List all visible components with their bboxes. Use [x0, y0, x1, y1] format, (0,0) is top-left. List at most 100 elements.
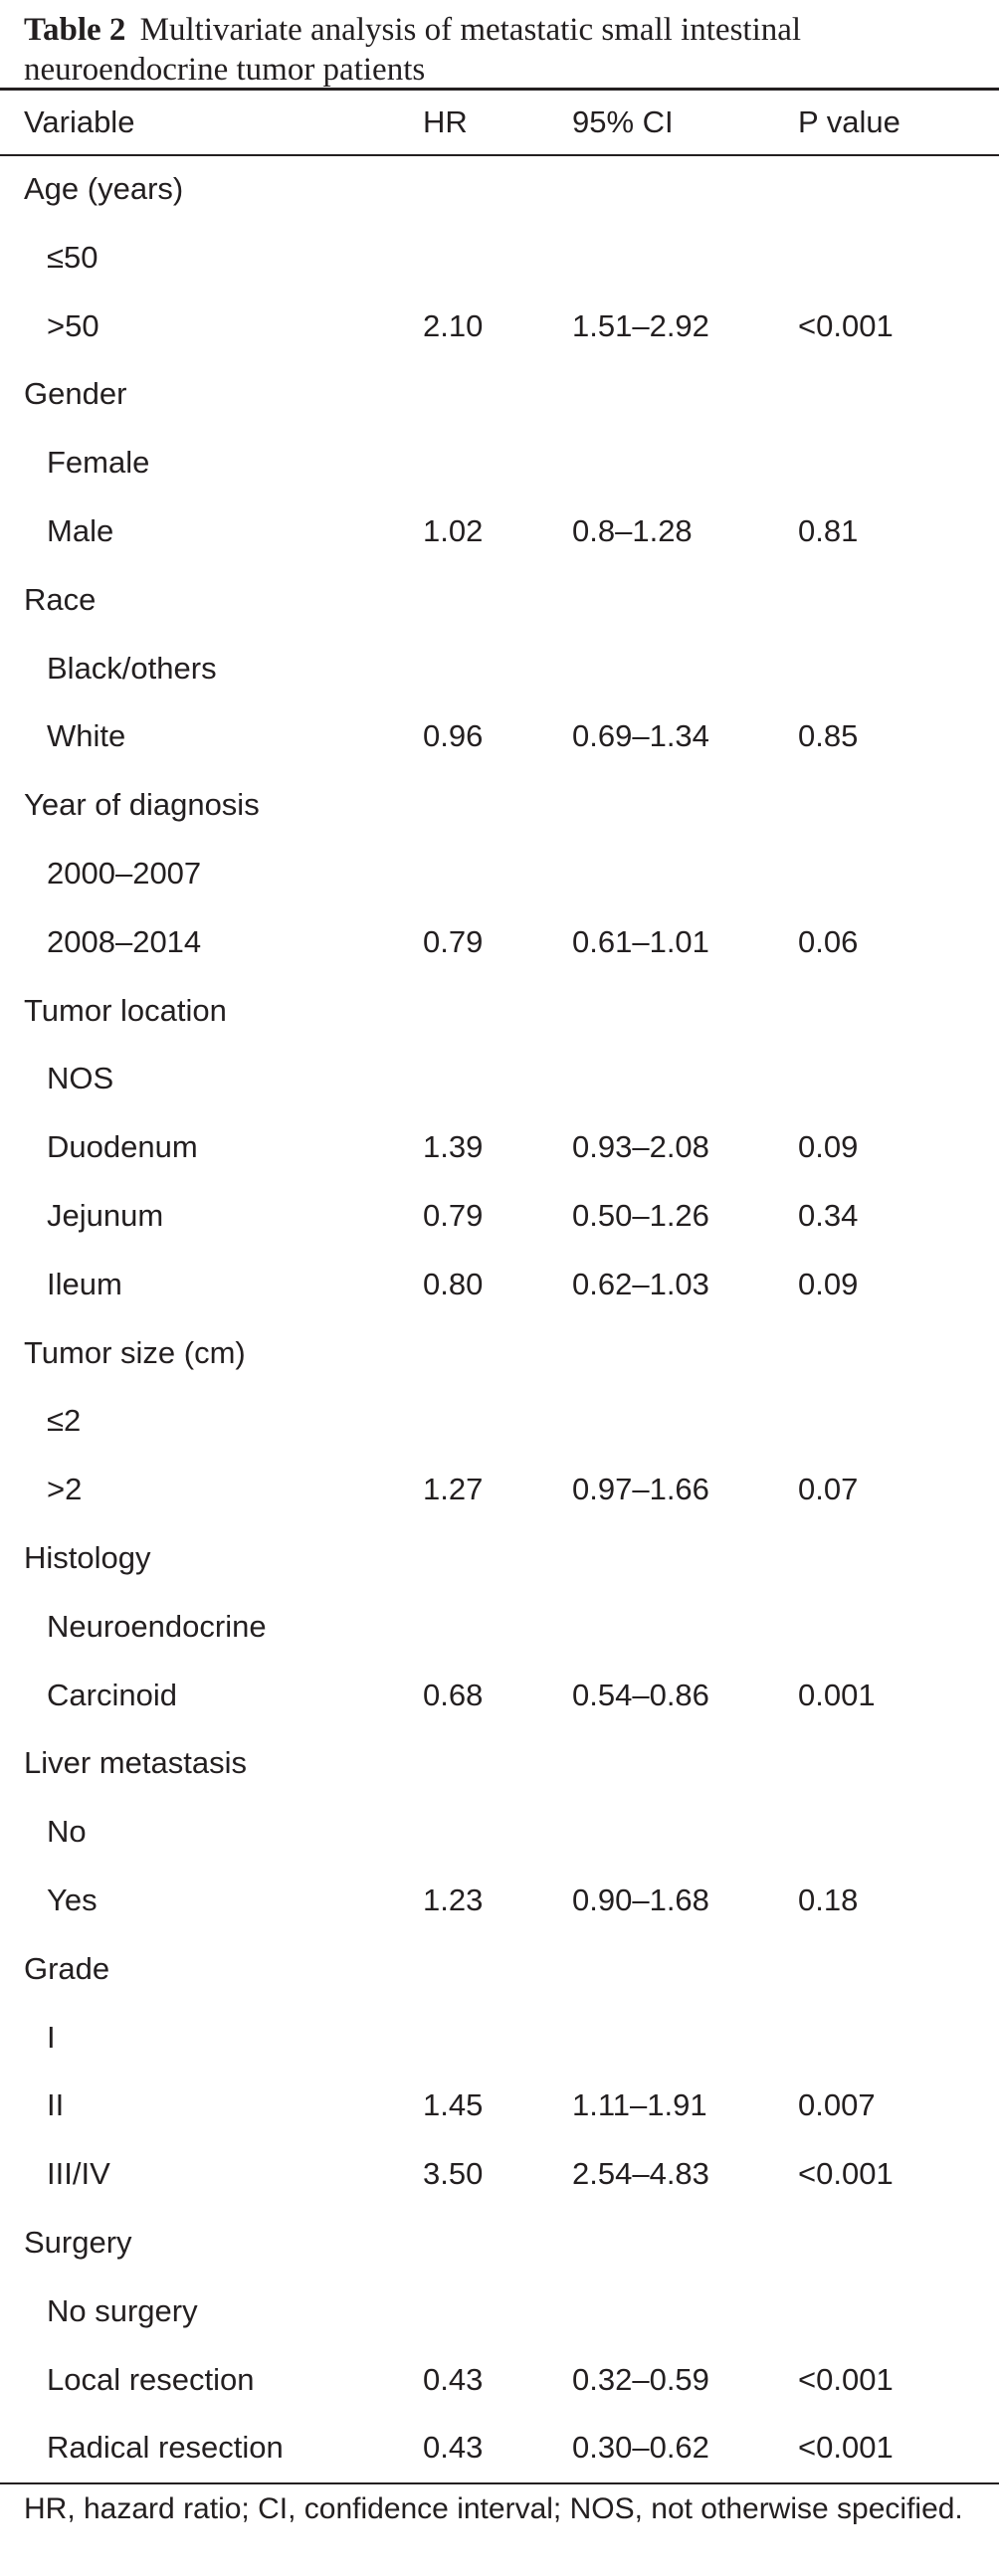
- table-row: White 0.96 0.69–1.34 0.85: [0, 702, 999, 771]
- table-row: Race: [0, 566, 999, 635]
- cell-ci: 0.62–1.03: [572, 1266, 709, 1301]
- cell-p-value: <0.001: [798, 2156, 894, 2192]
- cell-p-value: 0.09: [798, 1266, 859, 1301]
- cell-p-value: 0.06: [798, 923, 859, 959]
- cell-variable: Black/others: [47, 650, 217, 686]
- cell-p-value: 0.18: [798, 1882, 859, 1917]
- table-row: Black/others: [0, 635, 999, 703]
- cell-p-value: 0.85: [798, 718, 859, 754]
- cell-variable: Male: [47, 512, 114, 548]
- table-row: III/IV 3.50 2.54–4.83 <0.001: [0, 2140, 999, 2209]
- cell-p-value: 0.007: [798, 2087, 876, 2123]
- cell-variable: NOS: [47, 1061, 114, 1096]
- table-row: Duodenum 1.39 0.93–2.08 0.09: [0, 1113, 999, 1182]
- cell-hr: 0.96: [423, 718, 484, 754]
- table-row: Gender: [0, 360, 999, 429]
- cell-hr: 0.43: [423, 2361, 484, 2397]
- table-row: Jejunum 0.79 0.50–1.26 0.34: [0, 1182, 999, 1251]
- table-bottom-rule: [0, 2482, 999, 2484]
- cell-ci: 0.97–1.66: [572, 1472, 709, 1507]
- cell-variable: >2: [47, 1472, 83, 1507]
- cell-hr: 0.79: [423, 923, 484, 959]
- cell-variable: II: [47, 2087, 65, 2123]
- cell-p-value: <0.001: [798, 2430, 894, 2466]
- cell-ci: 0.93–2.08: [572, 1129, 709, 1165]
- cell-hr: 0.79: [423, 1197, 484, 1233]
- cell-variable: Yes: [47, 1882, 98, 1917]
- cell-hr: 0.68: [423, 1677, 484, 1712]
- cell-p-value: 0.07: [798, 1472, 859, 1507]
- cell-variable: 2000–2007: [47, 855, 202, 891]
- table-body: Age (years) ≤50 >50 2.10 1.51–2.92 <0.001 Gend…: [0, 155, 999, 2482]
- table-row: Local resection 0.43 0.32–0.59 <0.001: [0, 2346, 999, 2415]
- table-row: Liver metastasis: [0, 1729, 999, 1798]
- cell-hr: 3.50: [423, 2156, 484, 2192]
- cell-ci: 1.11–1.91: [572, 2087, 707, 2123]
- cell-variable: Gender: [24, 376, 127, 412]
- cell-hr: 0.80: [423, 1266, 484, 1301]
- table-row: Yes 1.23 0.90–1.68 0.18: [0, 1867, 999, 1935]
- table-row: Carcinoid 0.68 0.54–0.86 0.001: [0, 1662, 999, 1730]
- cell-variable: Radical resection: [47, 2430, 284, 2466]
- table-row: Ileum 0.80 0.62–1.03 0.09: [0, 1251, 999, 1319]
- cell-variable: III/IV: [47, 2156, 110, 2192]
- cell-variable: Year of diagnosis: [24, 787, 260, 823]
- table-row: No surgery: [0, 2278, 999, 2346]
- header-p-value: P value: [798, 104, 900, 139]
- cell-hr: 1.02: [423, 512, 484, 548]
- cell-variable: ≤2: [47, 1403, 82, 1439]
- table-row: Year of diagnosis: [0, 771, 999, 840]
- cell-variable: Tumor size (cm): [24, 1334, 246, 1370]
- header-hr: HR: [423, 104, 468, 139]
- cell-hr: 1.27: [423, 1472, 484, 1507]
- cell-variable: Age (years): [24, 171, 184, 206]
- table-row: II 1.45 1.11–1.91 0.007: [0, 2072, 999, 2140]
- cell-hr: 1.23: [423, 1882, 484, 1917]
- cell-variable: Tumor location: [24, 992, 227, 1028]
- cell-ci: 1.51–2.92: [572, 307, 709, 343]
- table-row: ≤50: [0, 224, 999, 293]
- cell-variable: No surgery: [47, 2292, 198, 2328]
- table-row: I: [0, 2004, 999, 2073]
- table-header-row: Variable HR 95% CI P value: [0, 89, 999, 156]
- cell-variable: Jejunum: [47, 1197, 164, 1233]
- table-row: Tumor size (cm): [0, 1319, 999, 1388]
- cell-p-value: 0.09: [798, 1129, 859, 1165]
- cell-ci: 0.8–1.28: [572, 512, 693, 548]
- table-row: Grade: [0, 1935, 999, 2004]
- cell-variable: Female: [47, 445, 150, 481]
- header-ci: 95% CI: [572, 104, 674, 139]
- cell-ci: 0.61–1.01: [572, 923, 709, 959]
- table-row: >2 1.27 0.97–1.66 0.07: [0, 1456, 999, 1524]
- table-row: ≤2: [0, 1387, 999, 1456]
- cell-p-value: 0.001: [798, 1677, 876, 1712]
- cell-variable: Neuroendocrine: [47, 1608, 267, 1644]
- table-row: NOS: [0, 1045, 999, 1113]
- table-row: Radical resection 0.43 0.30–0.62 <0.001: [0, 2414, 999, 2482]
- table-row: 2000–2007: [0, 840, 999, 908]
- cell-variable: Ileum: [47, 1266, 122, 1301]
- cell-ci: 0.90–1.68: [572, 1882, 709, 1917]
- cell-variable: I: [47, 2019, 56, 2055]
- table-caption-text: Multivariate analysis of metastatic smal…: [24, 12, 802, 88]
- cell-hr: 0.43: [423, 2430, 484, 2466]
- cell-ci: 0.54–0.86: [572, 1677, 709, 1712]
- table-row: Male 1.02 0.8–1.28 0.81: [0, 497, 999, 566]
- cell-hr: 1.39: [423, 1129, 484, 1165]
- table-row: Surgery: [0, 2209, 999, 2278]
- header-variable: Variable: [24, 104, 135, 139]
- cell-ci: 2.54–4.83: [572, 2156, 709, 2192]
- table-row: 2008–2014 0.79 0.61–1.01 0.06: [0, 908, 999, 977]
- table-caption-label: Table 2: [24, 12, 126, 48]
- header-top-rule: [0, 88, 999, 91]
- cell-variable: >50: [47, 307, 100, 343]
- table-row: Tumor location: [0, 977, 999, 1046]
- cell-variable: White: [47, 718, 126, 754]
- cell-hr: 1.45: [423, 2087, 484, 2123]
- table-caption: Table 2 Multivariate analysis of metasta…: [24, 10, 979, 90]
- cell-variable: Duodenum: [47, 1129, 198, 1165]
- table-row: No: [0, 1798, 999, 1867]
- cell-hr: 2.10: [423, 307, 484, 343]
- table-row: Histology: [0, 1524, 999, 1593]
